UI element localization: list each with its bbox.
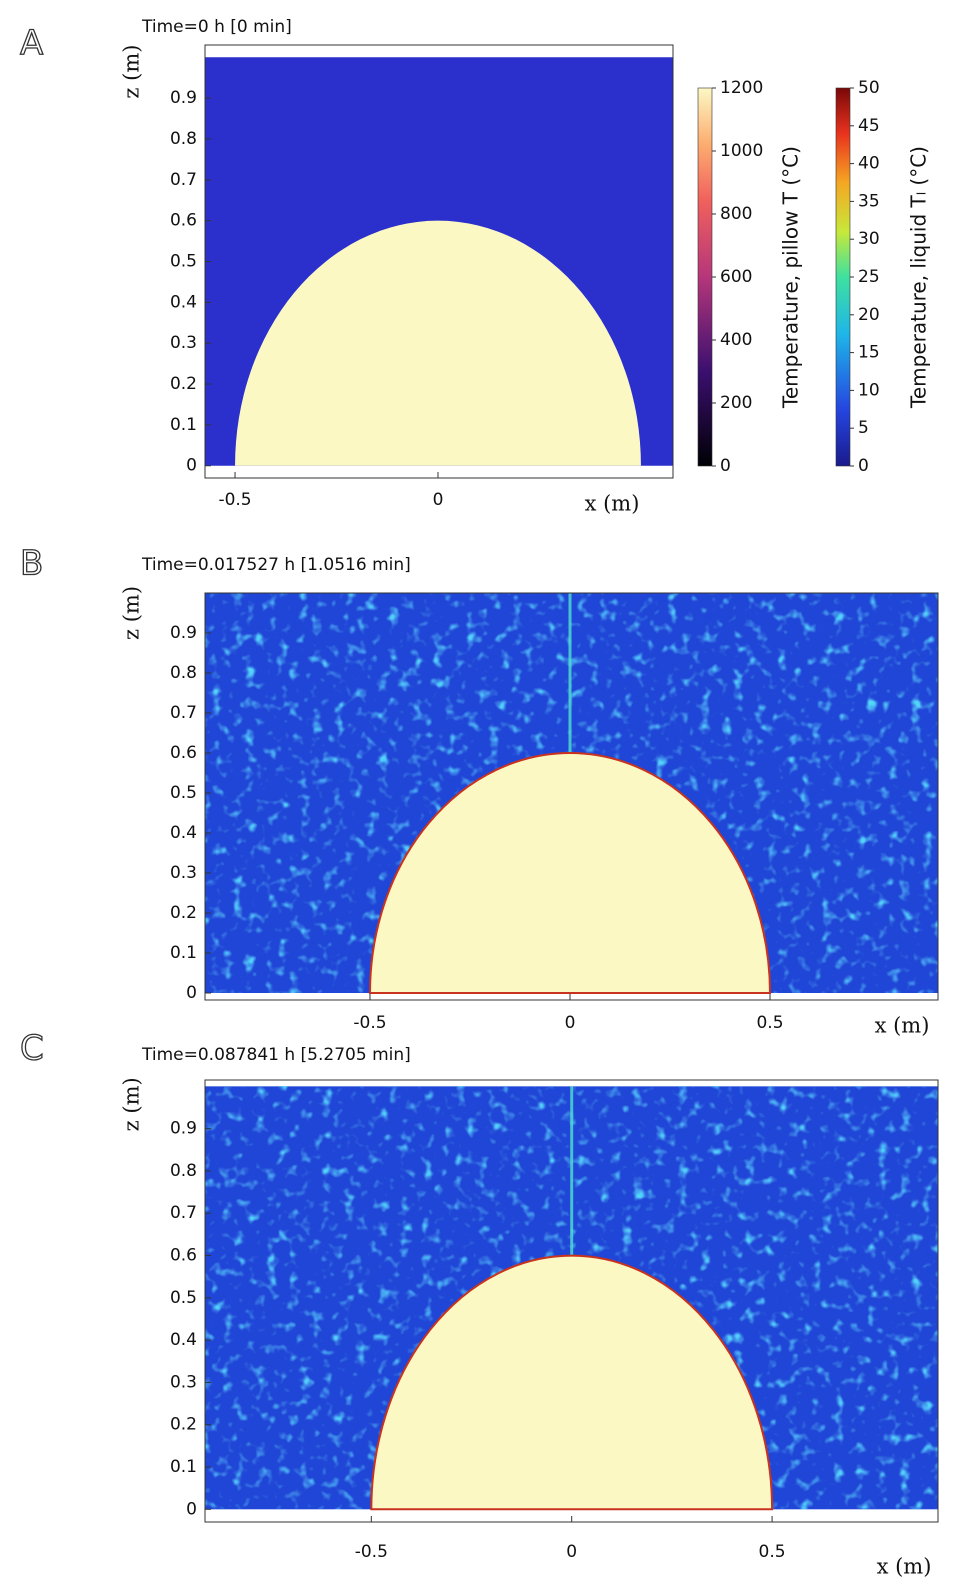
colorbar-label: Temperature, liquid Tₗ (°C) — [907, 146, 931, 409]
y-tick-label: 0.5 — [170, 783, 197, 803]
pillow — [368, 752, 772, 994]
y-tick-label: 0.7 — [170, 703, 197, 723]
colorbar-tick-label: 600 — [720, 267, 752, 287]
colorbar-tick-label: 200 — [720, 393, 752, 413]
y-tick-label: 0.3 — [170, 333, 197, 353]
colorbar-tick-label: 35 — [858, 191, 880, 211]
colorbar-tick-label: 0 — [720, 456, 731, 476]
colorbar-tick-label: 0 — [858, 456, 869, 476]
colorbar-tick-label: 30 — [858, 229, 880, 249]
y-tick-label: 0.1 — [170, 415, 197, 435]
panel-label: C — [20, 1029, 44, 1069]
x-axis-label: x (m) — [877, 1555, 932, 1579]
y-tick-label: 0.8 — [170, 663, 197, 683]
y-tick-label: 0.4 — [170, 1330, 197, 1350]
x-tick-label: -0.5 — [353, 1013, 386, 1033]
colorbar — [835, 87, 851, 467]
axes-frame — [204, 592, 939, 1001]
y-tick-label: 0.6 — [170, 211, 197, 231]
x-tick-label: 0.5 — [759, 1542, 786, 1562]
pillow — [235, 220, 641, 466]
y-tick-label: 0.1 — [170, 943, 197, 963]
y-tick-label: 0.9 — [170, 1119, 197, 1139]
y-tick-label: 0.5 — [170, 1288, 197, 1308]
y-axis-label: z (m) — [120, 1077, 144, 1131]
x-tick-label: 0 — [433, 490, 444, 510]
y-axis-label: z (m) — [120, 45, 144, 99]
colorbar-tick-label: 1000 — [720, 141, 763, 161]
x-axis-label: x (m) — [585, 492, 640, 516]
y-tick-label: 0.6 — [170, 743, 197, 763]
y-tick-label: 0.2 — [170, 374, 197, 394]
y-tick-label: 0.3 — [170, 1372, 197, 1392]
x-tick-label: 0.5 — [756, 1013, 783, 1033]
panel-title: Time=0.087841 h [5.2705 min] — [141, 1045, 411, 1065]
colorbar-label: Temperature, pillow T (°C) — [779, 146, 803, 409]
colorbar-tick-label: 25 — [858, 267, 880, 287]
colorbar-tick-label: 15 — [858, 343, 880, 363]
y-axis-label: z (m) — [120, 586, 144, 640]
colorbar-tick-label: 40 — [858, 154, 880, 174]
panel-label: A — [20, 24, 43, 64]
colorbar-tick-label: 50 — [858, 78, 880, 98]
panel-label: B — [20, 544, 43, 584]
y-tick-label: 0.8 — [170, 1161, 197, 1181]
y-tick-label: 0.2 — [170, 903, 197, 923]
y-tick-label: 0.7 — [170, 1203, 197, 1223]
colorbar-tick-label: 800 — [720, 204, 752, 224]
y-tick-label: 0.6 — [170, 1246, 197, 1266]
y-tick-label: 0.3 — [170, 863, 197, 883]
colorbar — [697, 87, 713, 467]
y-tick-label: 0 — [186, 456, 197, 476]
colorbar-tick-label: 10 — [858, 380, 880, 400]
y-tick-label: 0.5 — [170, 252, 197, 272]
panel-title: Time=0.017527 h [1.0516 min] — [141, 555, 411, 575]
x-tick-label: -0.5 — [218, 490, 251, 510]
pillow — [370, 1255, 774, 1511]
y-tick-label: 0.4 — [170, 823, 197, 843]
y-tick-label: 0.4 — [170, 292, 197, 312]
x-tick-label: 0 — [565, 1013, 576, 1033]
y-tick-label: 0.7 — [170, 170, 197, 190]
y-tick-label: 0.9 — [170, 88, 197, 108]
y-tick-label: 0.8 — [170, 129, 197, 149]
x-tick-label: -0.5 — [355, 1542, 388, 1562]
y-tick-label: 0.9 — [170, 623, 197, 643]
y-tick-label: 0.1 — [170, 1457, 197, 1477]
panel-title: Time=0 h [0 min] — [141, 17, 292, 37]
y-tick-label: 0 — [186, 1499, 197, 1519]
x-axis-label: x (m) — [875, 1014, 930, 1038]
colorbar-tick-label: 5 — [858, 418, 869, 438]
colorbar-tick-label: 20 — [858, 305, 880, 325]
y-tick-label: 0 — [186, 983, 197, 1003]
x-tick-label: 0 — [566, 1542, 577, 1562]
colorbar-tick-label: 45 — [858, 116, 880, 136]
colorbar-tick-label: 1200 — [720, 78, 763, 98]
colorbar-tick-label: 400 — [720, 330, 752, 350]
y-tick-label: 0.2 — [170, 1415, 197, 1435]
